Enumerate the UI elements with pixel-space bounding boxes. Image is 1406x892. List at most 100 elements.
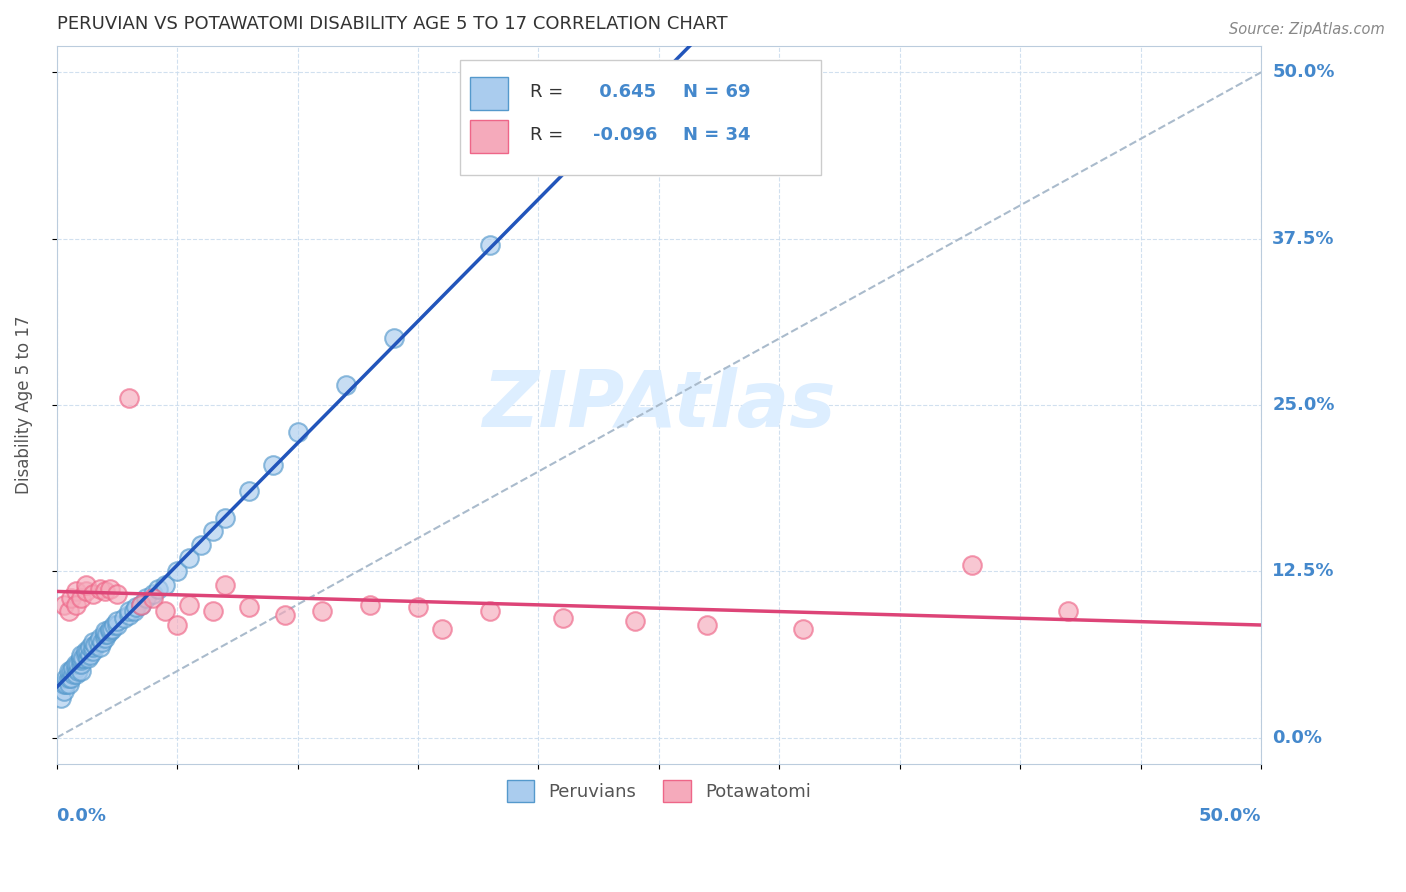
Point xyxy=(82,644,104,658)
Point xyxy=(86,635,108,649)
Point xyxy=(166,564,188,578)
Point xyxy=(60,664,83,678)
Point xyxy=(382,331,405,345)
Point xyxy=(142,591,165,605)
Point xyxy=(55,671,77,685)
Point xyxy=(94,631,117,645)
Point xyxy=(77,650,100,665)
Point xyxy=(58,677,80,691)
Point xyxy=(94,627,117,641)
Point xyxy=(94,624,117,639)
Text: 0.0%: 0.0% xyxy=(1272,729,1322,747)
FancyBboxPatch shape xyxy=(470,120,509,153)
Point xyxy=(274,608,297,623)
Point xyxy=(89,631,111,645)
Point xyxy=(58,604,80,618)
Point xyxy=(98,624,121,639)
Point xyxy=(153,577,176,591)
Point xyxy=(72,650,94,665)
Point xyxy=(84,638,107,652)
Text: 25.0%: 25.0% xyxy=(1272,396,1334,414)
Point xyxy=(52,677,75,691)
Point xyxy=(129,598,152,612)
Point xyxy=(75,648,97,662)
Text: -0.096: -0.096 xyxy=(593,127,657,145)
Point xyxy=(52,598,75,612)
Point xyxy=(118,608,141,623)
Point xyxy=(69,657,91,672)
Text: N = 34: N = 34 xyxy=(683,127,751,145)
Point xyxy=(430,622,453,636)
Point xyxy=(79,648,101,662)
Point xyxy=(238,484,260,499)
Point xyxy=(118,392,141,406)
Point xyxy=(75,577,97,591)
Point xyxy=(135,591,157,605)
Legend: Peruvians, Potawatomi: Peruvians, Potawatomi xyxy=(499,772,818,809)
Point xyxy=(105,617,128,632)
Point xyxy=(1057,604,1080,618)
Point xyxy=(179,551,201,566)
Point xyxy=(69,591,91,605)
Point xyxy=(479,604,502,618)
Text: R =: R = xyxy=(530,83,564,102)
Point xyxy=(65,666,87,681)
Point xyxy=(89,582,111,596)
Point xyxy=(98,582,121,596)
Point xyxy=(62,661,84,675)
Point xyxy=(792,622,814,636)
Point xyxy=(179,598,201,612)
Point xyxy=(406,600,429,615)
Point xyxy=(91,635,114,649)
Point xyxy=(623,614,645,628)
Point xyxy=(153,604,176,618)
Point xyxy=(287,425,309,439)
Point xyxy=(129,598,152,612)
Point xyxy=(696,617,718,632)
Point xyxy=(60,591,83,605)
Point xyxy=(105,614,128,628)
Point xyxy=(105,587,128,601)
Point xyxy=(103,617,125,632)
Text: ZIPAtlas: ZIPAtlas xyxy=(482,367,835,443)
Text: 50.0%: 50.0% xyxy=(1199,807,1261,825)
FancyBboxPatch shape xyxy=(460,60,821,175)
Point xyxy=(69,664,91,678)
Point xyxy=(60,671,83,685)
Text: Source: ZipAtlas.com: Source: ZipAtlas.com xyxy=(1229,22,1385,37)
Point xyxy=(122,604,145,618)
Point xyxy=(202,524,225,539)
Point xyxy=(202,604,225,618)
Point xyxy=(82,640,104,655)
Point xyxy=(89,640,111,655)
Text: 37.5%: 37.5% xyxy=(1272,229,1334,248)
Point xyxy=(65,584,87,599)
Point xyxy=(52,684,75,698)
Point xyxy=(65,657,87,672)
Point xyxy=(94,584,117,599)
Point xyxy=(51,690,73,705)
Point xyxy=(75,644,97,658)
Text: 50.0%: 50.0% xyxy=(1272,63,1334,81)
Point xyxy=(69,653,91,667)
Text: 12.5%: 12.5% xyxy=(1272,562,1334,581)
Point xyxy=(960,558,983,572)
Y-axis label: Disability Age 5 to 17: Disability Age 5 to 17 xyxy=(15,316,32,494)
Point xyxy=(55,677,77,691)
Point xyxy=(69,650,91,665)
Point xyxy=(118,604,141,618)
FancyBboxPatch shape xyxy=(470,77,509,110)
Point xyxy=(98,622,121,636)
Point xyxy=(65,598,87,612)
Point xyxy=(214,511,236,525)
Point xyxy=(82,635,104,649)
Point xyxy=(238,600,260,615)
Point xyxy=(77,644,100,658)
Point xyxy=(479,238,502,252)
Point xyxy=(79,640,101,655)
Point xyxy=(62,666,84,681)
Point xyxy=(125,600,148,615)
Point xyxy=(335,378,357,392)
Point xyxy=(69,648,91,662)
Point xyxy=(190,538,212,552)
